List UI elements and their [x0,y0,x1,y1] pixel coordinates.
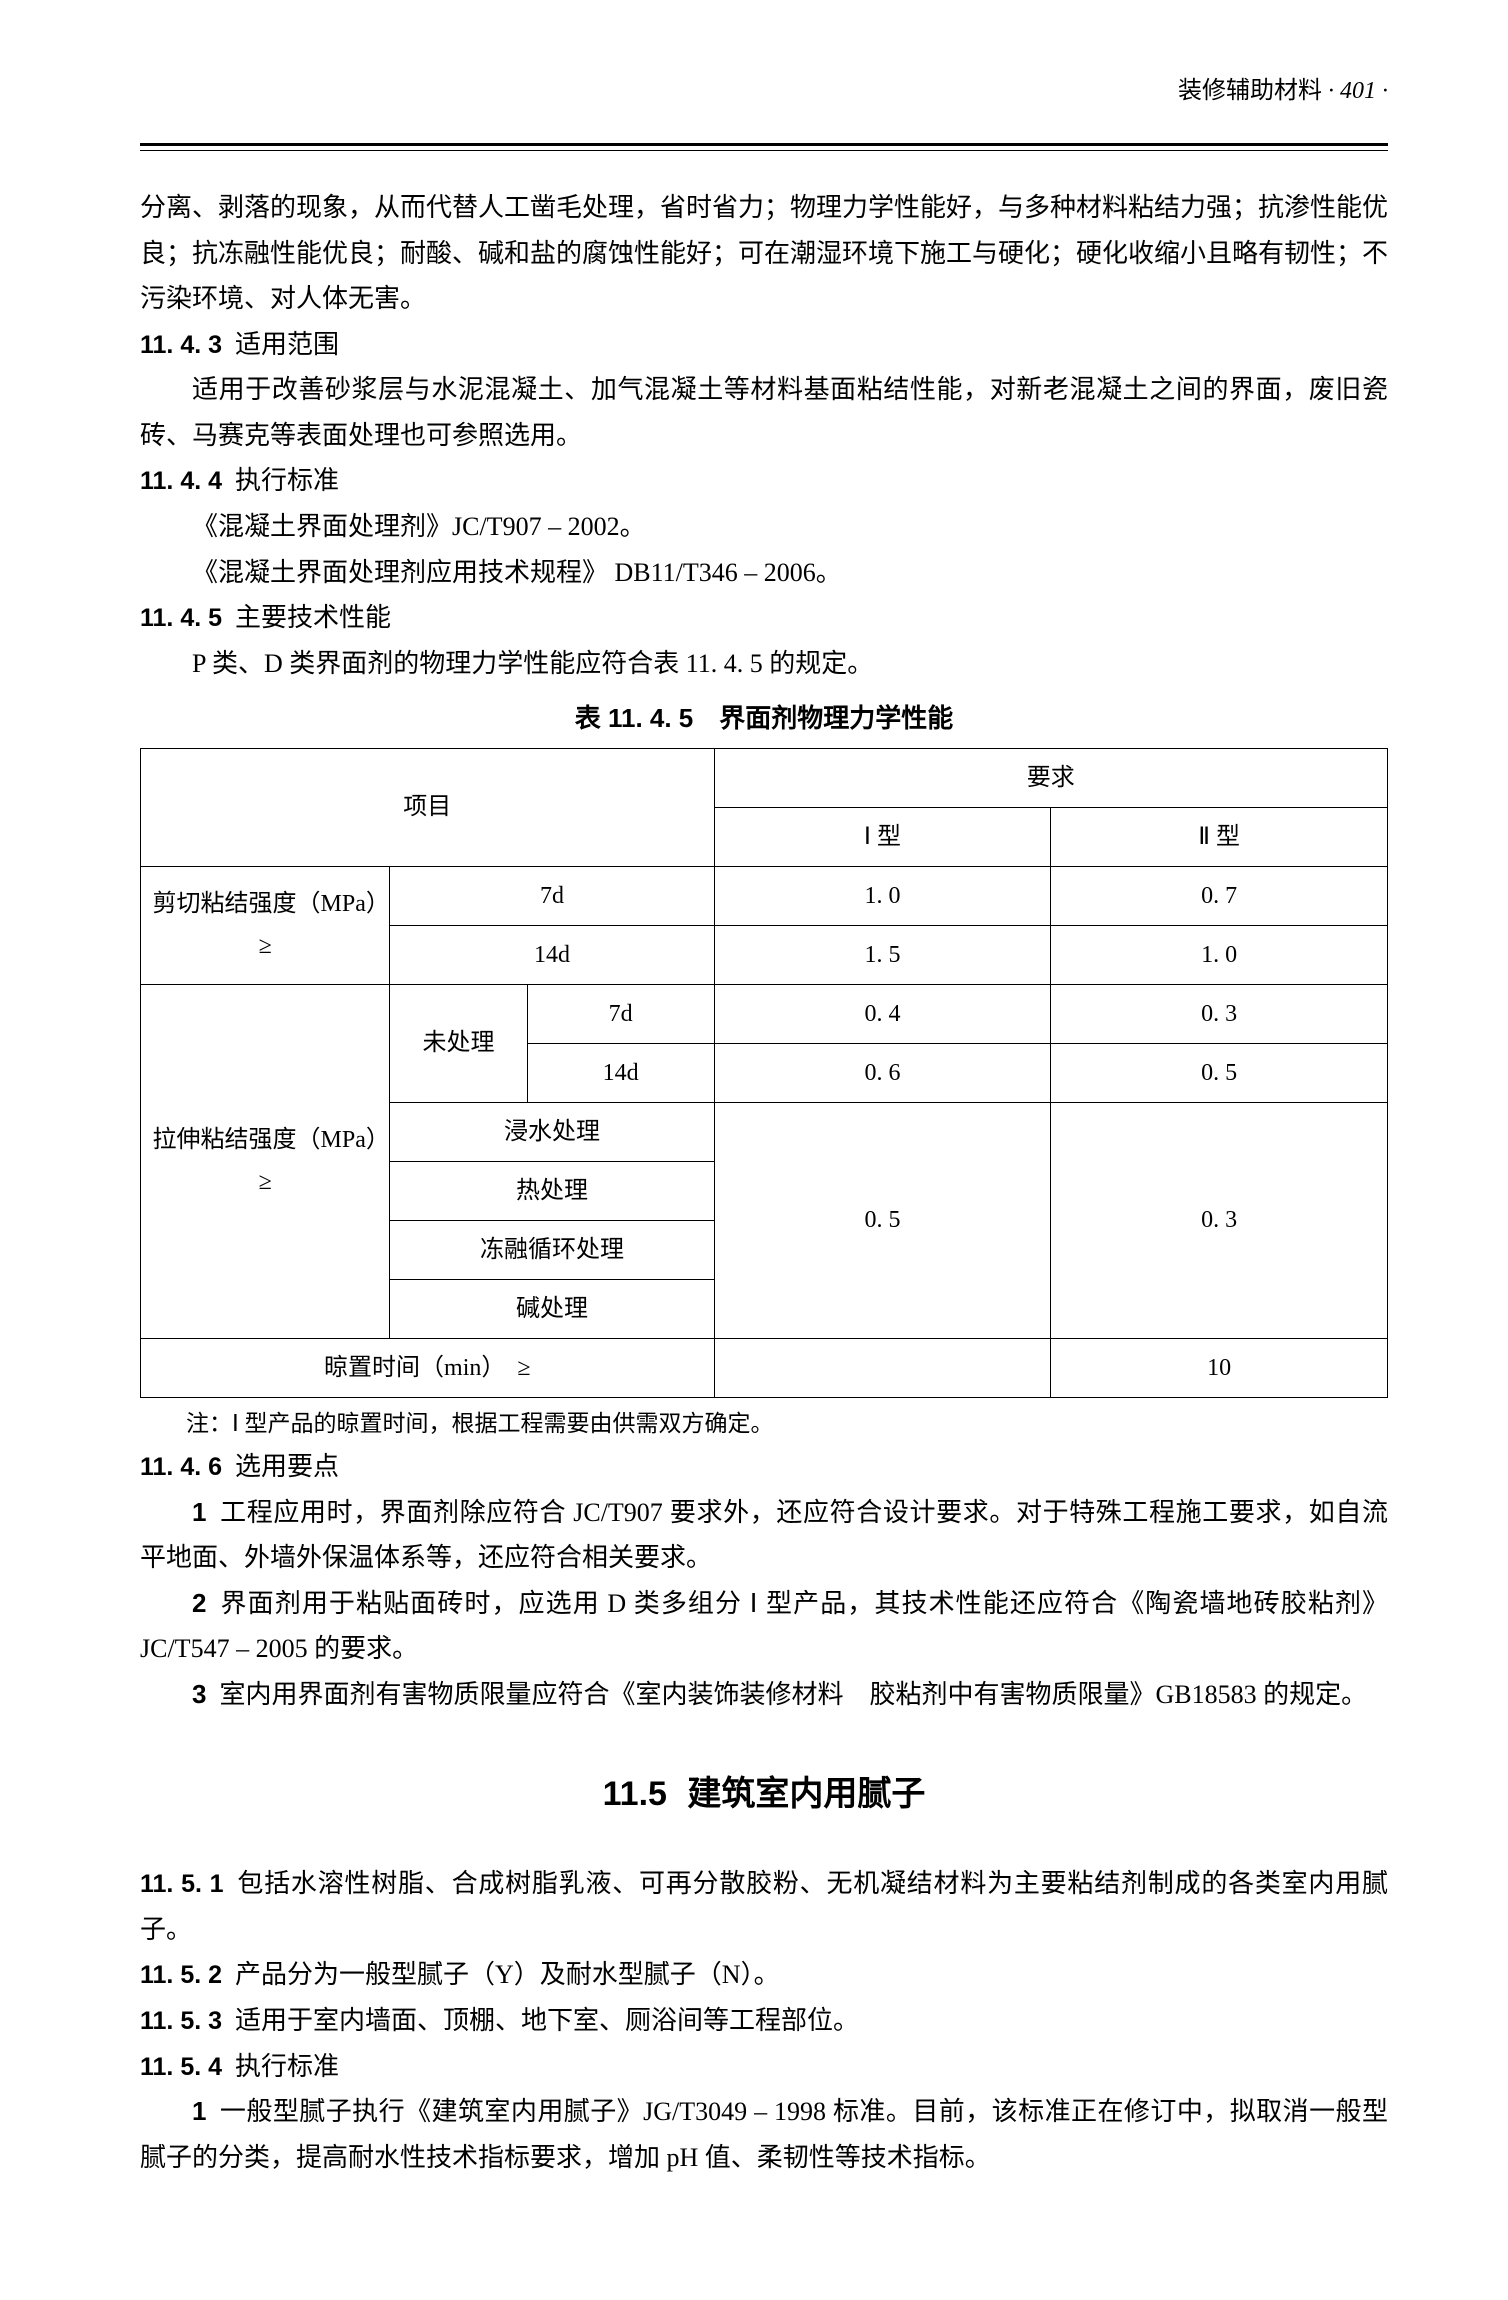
section-11-4-3-heading: 11. 4. 3适用范围 [140,322,1388,368]
chapter-title: 装修辅助材料 [1178,78,1322,104]
table-row: 晾置时间（min） ≥ 10 [141,1338,1388,1397]
table-row: 拉伸粘结强度（MPa） ≥ 未处理 7d 0. 4 0. 3 [141,984,1388,1043]
cell-value: 10 [1051,1338,1388,1397]
cell-time: 晾置时间（min） ≥ [141,1338,715,1397]
cell-tensile: 拉伸粘结强度（MPa） ≥ [141,984,390,1338]
cell-value: 0. 3 [1051,1102,1388,1338]
body-content: 分离、剥落的现象，从而代替人工凿毛处理，省时省力；物理力学性能好，与多种材料粘结… [140,185,1388,2180]
cell-value: 1. 5 [714,925,1051,984]
section-11-5-heading: 11.5建筑室内用腻子 [140,1765,1388,1825]
standard-line-1: 《混凝土界面处理剂》JC/T907 – 2002。 [140,504,1388,550]
cell-value [714,1338,1051,1397]
cell-value: 1. 0 [714,866,1051,925]
section-11-4-5-heading: 11. 4. 5主要技术性能 [140,595,1388,641]
section-11-5-1: 11. 5. 1包括水溶性树脂、合成树脂乳液、可再分散胶粉、无机凝结材料为主要粘… [140,1861,1388,1952]
cell-soak: 浸水处理 [390,1102,714,1161]
cell-alkali: 碱处理 [390,1279,714,1338]
cell-shear: 剪切粘结强度（MPa） ≥ [141,866,390,984]
list-item: 1工程应用时，界面剂除应符合 JC/T907 要求外，还应符合设计要求。对于特殊… [140,1490,1388,1581]
section-11-4-5-text: P 类、D 类界面剂的物理力学性能应符合表 11. 4. 5 的规定。 [140,641,1388,687]
cell-14d: 14d [390,925,714,984]
cell-value: 0. 4 [714,984,1051,1043]
standard-line-2: 《混凝土界面处理剂应用技术规程》 DB11/T346 – 2006。 [140,550,1388,596]
header-item: 项目 [141,748,715,866]
header-type2: Ⅱ 型 [1051,807,1388,866]
page-number: · 401 · [1328,78,1388,104]
table-row: 剪切粘结强度（MPa） ≥ 7d 1. 0 0. 7 [141,866,1388,925]
cell-value: 0. 6 [714,1043,1051,1102]
table-row: 项目 要求 [141,748,1388,807]
cell-heat: 热处理 [390,1161,714,1220]
spec-table: 项目 要求 Ⅰ 型 Ⅱ 型 剪切粘结强度（MPa） ≥ 7d 1. 0 0. 7… [140,748,1388,1398]
section-11-5-2: 11. 5. 2产品分为一般型腻子（Y）及耐水型腻子（N）。 [140,1952,1388,1998]
list-item: 1一般型腻子执行《建筑室内用腻子》JG/T3049 – 1998 标准。目前，该… [140,2089,1388,2180]
cell-value: 0. 3 [1051,984,1388,1043]
table-note: 注：Ⅰ 型产品的晾置时间，根据工程需要由供需双方确定。 [140,1404,1388,1444]
cell-value: 0. 5 [714,1102,1051,1338]
running-header: 装修辅助材料 · 401 · [140,70,1388,113]
section-11-4-4-heading: 11. 4. 4执行标准 [140,458,1388,504]
cell-value: 0. 7 [1051,866,1388,925]
section-11-5-3: 11. 5. 3适用于室内墙面、顶棚、地下室、厕浴间等工程部位。 [140,1998,1388,2044]
section-11-4-6-heading: 11. 4. 6选用要点 [140,1444,1388,1490]
header-req: 要求 [714,748,1387,807]
header-type1: Ⅰ 型 [714,807,1051,866]
section-11-5-4-heading: 11. 5. 4执行标准 [140,2044,1388,2090]
document-page: 装修辅助材料 · 401 · 分离、剥落的现象，从而代替人工凿毛处理，省时省力；… [0,0,1508,2300]
cell-freeze: 冻融循环处理 [390,1220,714,1279]
cell-7d: 7d [390,866,714,925]
cell-14d: 14d [527,1043,714,1102]
cell-7d: 7d [527,984,714,1043]
header-rule [140,143,1388,151]
cell-untreated: 未处理 [390,984,527,1102]
table-caption: 表 11. 4. 5 界面剂物理力学性能 [140,696,1388,742]
lead-paragraph: 分离、剥落的现象，从而代替人工凿毛处理，省时省力；物理力学性能好，与多种材料粘结… [140,185,1388,322]
list-item: 3室内用界面剂有害物质限量应符合《室内装饰装修材料 胶粘剂中有害物质限量》GB1… [140,1672,1388,1718]
section-11-4-3-text: 适用于改善砂浆层与水泥混凝土、加气混凝土等材料基面粘结性能，对新老混凝土之间的界… [140,367,1388,458]
cell-value: 0. 5 [1051,1043,1388,1102]
cell-value: 1. 0 [1051,925,1388,984]
list-item: 2界面剂用于粘贴面砖时，应选用 D 类多组分 Ⅰ 型产品，其技术性能还应符合《陶… [140,1581,1388,1672]
